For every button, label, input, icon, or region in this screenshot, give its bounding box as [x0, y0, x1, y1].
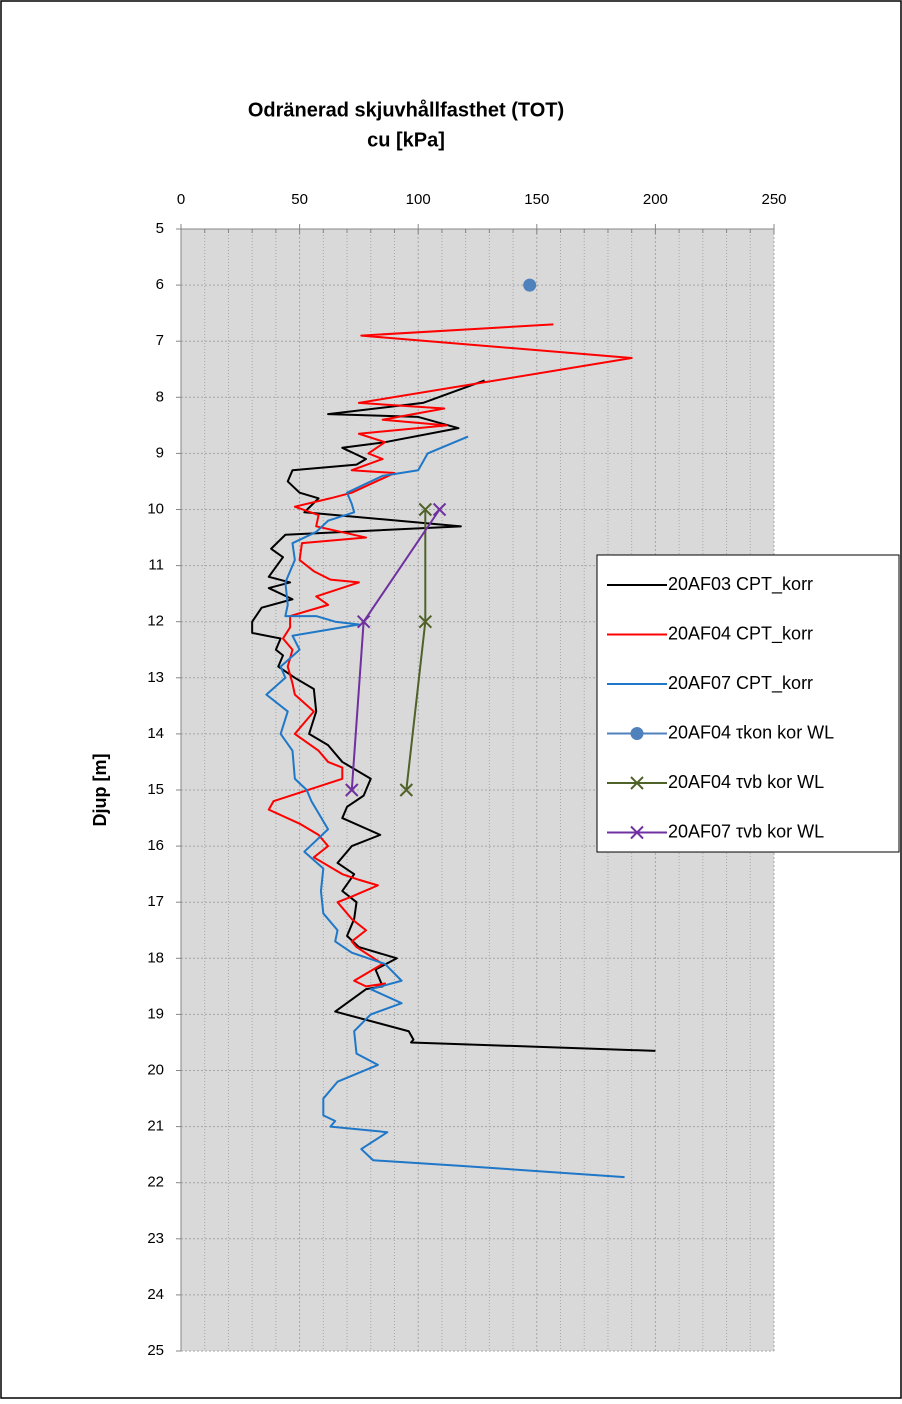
- legend-box: [596, 554, 900, 853]
- marker: [523, 278, 537, 292]
- chart-title: Odränerad skjuvhållfasthet (TOT): [248, 98, 564, 121]
- marker: [630, 776, 644, 790]
- y-tick-label: 12: [147, 613, 164, 630]
- marker: [418, 502, 433, 517]
- y-tick-label: 15: [147, 781, 164, 798]
- marker: [399, 783, 414, 797]
- legend-label: 20AF03 CPT_korr: [668, 574, 813, 595]
- y-tick-label: 17: [147, 893, 164, 910]
- y-tick-label: 25: [147, 1342, 164, 1359]
- y-tick-label: 14: [147, 725, 164, 742]
- marker: [418, 614, 433, 629]
- marker: [432, 502, 447, 517]
- x-tick-label: 150: [524, 191, 549, 208]
- series-line: [251, 379, 656, 1052]
- y-tick-label: 22: [147, 1174, 164, 1191]
- legend-label: 20AF04 τvb kor WL: [668, 772, 824, 792]
- y-tick-label: 5: [156, 220, 164, 237]
- y-tick-label: 6: [156, 276, 164, 293]
- x-tick-label: 100: [406, 191, 431, 208]
- marker: [630, 727, 644, 740]
- y-tick-label: 9: [156, 444, 164, 461]
- x-tick-label: 50: [291, 191, 308, 208]
- y-axis-label: Djup [m]: [90, 754, 110, 827]
- y-tick-label: 24: [147, 1286, 164, 1303]
- y-tick-label: 20: [147, 1061, 164, 1078]
- x-tick-label: 200: [643, 191, 668, 208]
- y-tick-label: 8: [156, 388, 164, 405]
- marker: [630, 825, 644, 840]
- series-line: [265, 435, 625, 1179]
- marker: [345, 783, 359, 797]
- chart-subtitle: cu [kPa]: [367, 129, 445, 151]
- series-line: [267, 323, 633, 988]
- x-tick-label: 0: [177, 191, 185, 208]
- y-tick-label: 16: [147, 837, 164, 854]
- y-tick-label: 7: [156, 332, 164, 349]
- legend-label: 20AF04 τkon kor WL: [668, 722, 834, 742]
- y-tick-label: 10: [147, 500, 164, 517]
- legend-label: 20AF04 CPT_korr: [668, 623, 813, 644]
- y-tick-label: 21: [147, 1118, 164, 1135]
- y-tick-label: 23: [147, 1230, 164, 1247]
- x-tick-label: 250: [761, 191, 786, 208]
- y-tick-label: 13: [147, 669, 164, 686]
- legend-label: 20AF07 CPT_korr: [668, 673, 813, 694]
- y-tick-label: 19: [147, 1005, 164, 1022]
- marker: [356, 614, 371, 629]
- y-tick-label: 11: [148, 557, 164, 574]
- y-tick-label: 18: [147, 949, 164, 966]
- legend-label: 20AF07 τvb kor WL: [668, 821, 824, 841]
